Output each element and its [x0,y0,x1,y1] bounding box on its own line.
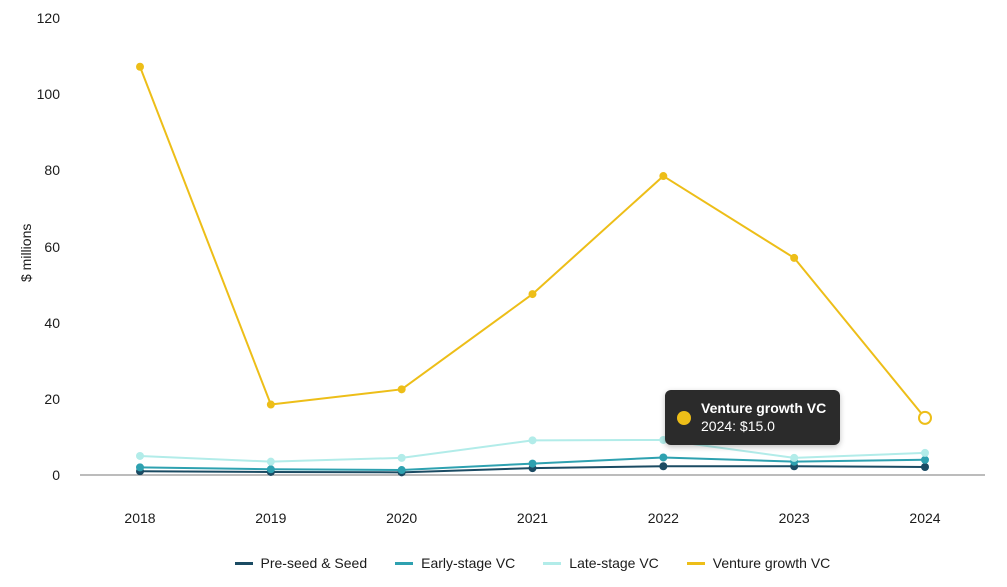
series-marker[interactable] [659,172,667,180]
tooltip: Venture growth VC 2024: $15.0 [665,390,840,445]
x-tick-label: 2024 [909,510,940,526]
legend-swatch [687,562,705,565]
legend-item[interactable]: Venture growth VC [687,555,831,571]
legend-label: Pre-seed & Seed [261,555,368,571]
series-marker[interactable] [921,463,929,471]
legend-item[interactable]: Early-stage VC [395,555,515,571]
y-tick-label: 100 [0,86,60,102]
tooltip-subtitle: 2024: $15.0 [701,418,775,434]
series-marker[interactable] [659,462,667,470]
chart-container: $ millions Venture growth VC 2024: $15.0… [0,0,1007,587]
series-marker[interactable] [790,454,798,462]
x-tick-label: 2023 [779,510,810,526]
legend-label: Late-stage VC [569,555,659,571]
legend: Pre-seed & Seed Early-stage VC Late-stage … [235,555,831,571]
series-marker[interactable] [919,412,931,424]
y-tick-label: 120 [0,10,60,26]
y-tick-label: 40 [0,315,60,331]
series-marker[interactable] [921,456,929,464]
series-marker[interactable] [136,63,144,71]
legend-swatch [543,562,561,565]
series-line[interactable] [140,67,925,418]
y-tick-label: 80 [0,162,60,178]
series-marker[interactable] [529,436,537,444]
series-marker[interactable] [398,466,406,474]
x-tick-label: 2020 [386,510,417,526]
x-tick-label: 2019 [255,510,286,526]
x-tick-label: 2021 [517,510,548,526]
y-tick-label: 0 [0,467,60,483]
series-marker[interactable] [398,454,406,462]
series-marker[interactable] [267,458,275,466]
series-marker[interactable] [398,385,406,393]
tooltip-title: Venture growth VC [701,400,826,416]
series-marker[interactable] [136,463,144,471]
tooltip-series-dot [677,411,691,425]
series-marker[interactable] [529,460,537,468]
legend-swatch [395,562,413,565]
legend-item[interactable]: Pre-seed & Seed [235,555,368,571]
x-tick-label: 2022 [648,510,679,526]
series-marker[interactable] [267,465,275,473]
x-tick-label: 2018 [124,510,155,526]
y-tick-label: 60 [0,239,60,255]
series-marker[interactable] [529,290,537,298]
y-tick-label: 20 [0,391,60,407]
legend-item[interactable]: Late-stage VC [543,555,659,571]
series-marker[interactable] [659,453,667,461]
series-marker[interactable] [921,449,929,457]
series-marker[interactable] [267,401,275,409]
legend-label: Venture growth VC [713,555,831,571]
legend-swatch [235,562,253,565]
series-marker[interactable] [136,452,144,460]
chart-svg [0,0,1007,587]
legend-label: Early-stage VC [421,555,515,571]
series-marker[interactable] [790,254,798,262]
